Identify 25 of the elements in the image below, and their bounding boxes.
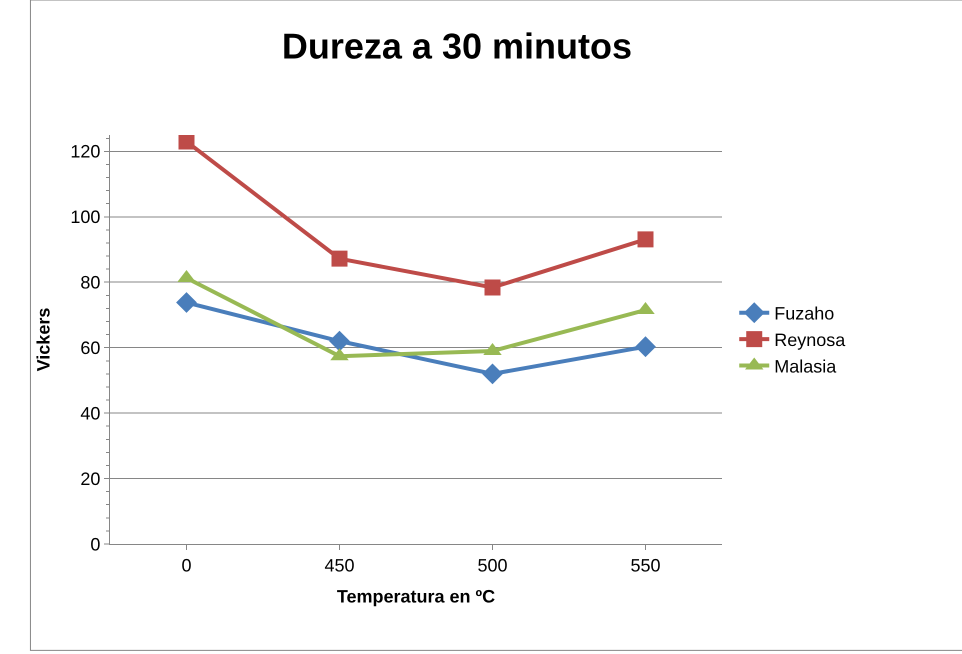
y-tick-label: 0 (90, 534, 100, 554)
point (635, 336, 656, 358)
y-tick-label: 60 (80, 338, 100, 358)
y-axis-title: Vickers (34, 308, 54, 372)
point (329, 330, 350, 352)
x-axis-title: Temperatura en ºC (336, 586, 496, 607)
point (176, 292, 197, 313)
x-tick-label: 500 (477, 556, 508, 576)
y-tick-label: 40 (80, 403, 100, 424)
legend-label: Fuzaho (774, 304, 834, 324)
legend-label: Reynosa (774, 330, 846, 350)
point (178, 135, 194, 150)
point (332, 250, 348, 267)
point (482, 363, 503, 384)
chart-title: Dureza a 30 minutos (282, 25, 632, 66)
point (638, 231, 654, 248)
x-tick-label: 550 (630, 556, 661, 576)
legend-label: Malasia (774, 356, 838, 377)
y-tick-label: 80 (80, 272, 100, 293)
y-tick-label: 20 (80, 468, 100, 489)
y-tick-label: 120 (70, 142, 100, 162)
y-tick-label: 100 (70, 207, 100, 228)
x-tick-label: 0 (181, 556, 192, 576)
point (484, 279, 500, 296)
x-tick-label: 450 (324, 556, 355, 576)
